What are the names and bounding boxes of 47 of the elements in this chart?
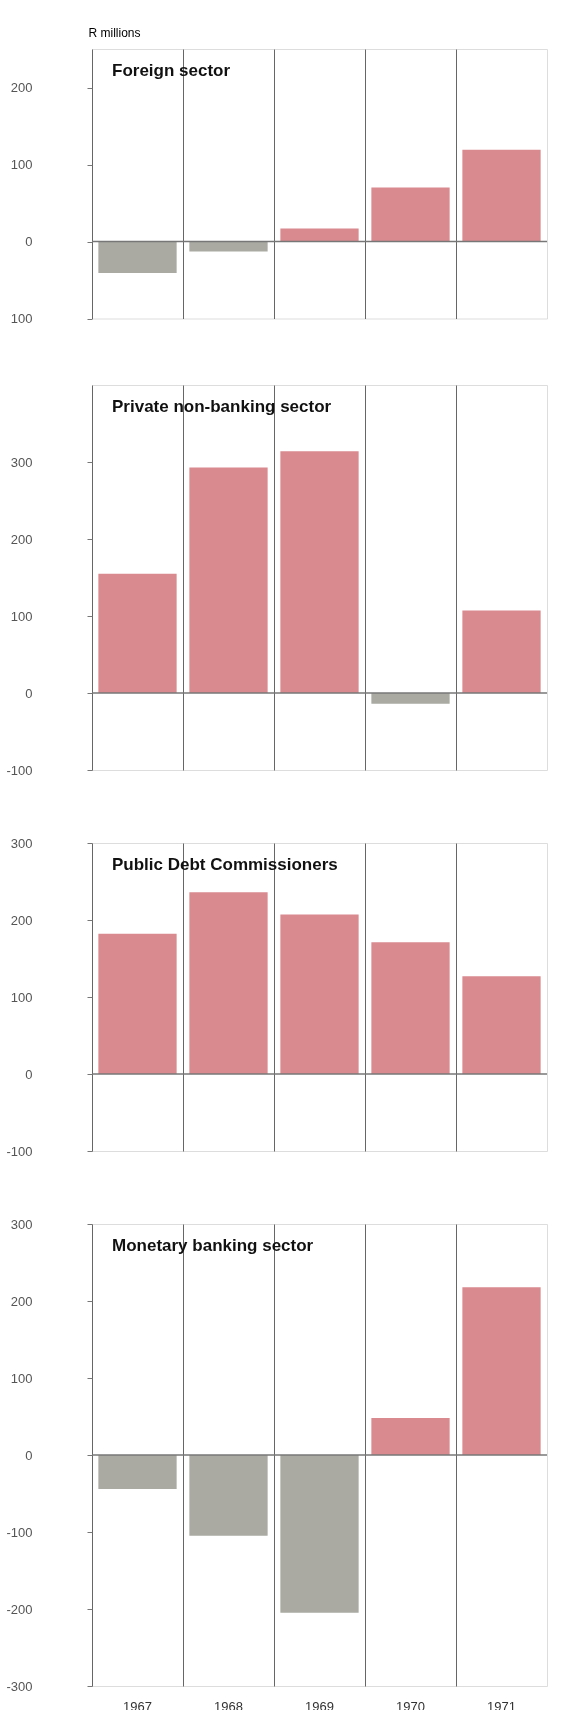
bar xyxy=(189,467,268,693)
y-tick-label: 0 xyxy=(25,234,33,249)
bar xyxy=(189,241,268,252)
bar xyxy=(280,1455,359,1613)
y-tick-label: 0 xyxy=(25,685,33,701)
x-tick-label: 1967 xyxy=(123,1698,152,1710)
y-tick-label: 200 xyxy=(10,1293,33,1309)
bar xyxy=(462,610,541,693)
y-tick-label: 100 xyxy=(10,989,33,1005)
bar xyxy=(280,451,359,693)
y-tick-label: -100 xyxy=(6,1143,33,1159)
bar xyxy=(371,942,450,1074)
bar xyxy=(280,228,359,242)
y-tick-label: 300 xyxy=(10,835,33,851)
y-tick-label: -200 xyxy=(6,1601,33,1617)
y-tick-label: -100 xyxy=(6,762,33,778)
y-tick-label: 200 xyxy=(10,80,33,95)
bar xyxy=(98,933,177,1074)
y-tick-label: 300 xyxy=(10,454,33,470)
bar xyxy=(98,573,177,693)
bar xyxy=(371,693,450,704)
y-tick-label: 0 xyxy=(25,1447,33,1463)
y-tick-label: 100 xyxy=(10,608,33,624)
bar xyxy=(98,241,177,274)
x-tick-label: 1969 xyxy=(305,1698,334,1710)
bar xyxy=(371,187,450,242)
y-tick-label: -100 xyxy=(6,1524,33,1540)
bar xyxy=(189,892,268,1074)
x-tick-label: 1968 xyxy=(214,1698,243,1710)
y-tick-label: 100 xyxy=(10,311,33,326)
y-tick-label: 100 xyxy=(10,157,33,172)
y-tick-label: 100 xyxy=(10,1370,33,1386)
x-tick-label: 1970 xyxy=(396,1698,425,1710)
bar xyxy=(371,1418,450,1455)
bar xyxy=(189,1455,268,1536)
bar xyxy=(462,976,541,1074)
y-tick-label: 200 xyxy=(10,912,33,928)
bar xyxy=(98,1455,177,1489)
y-tick-label: 300 xyxy=(10,1216,33,1232)
bar xyxy=(462,1287,541,1455)
x-tick-label: 1971 xyxy=(487,1698,516,1710)
y-axis-title: R millions xyxy=(88,25,141,40)
y-tick-label: 0 xyxy=(25,1066,33,1082)
y-tick-label: 200 xyxy=(10,531,33,547)
bar xyxy=(462,149,541,242)
y-tick-label: -300 xyxy=(6,1678,33,1694)
bar xyxy=(280,914,359,1074)
